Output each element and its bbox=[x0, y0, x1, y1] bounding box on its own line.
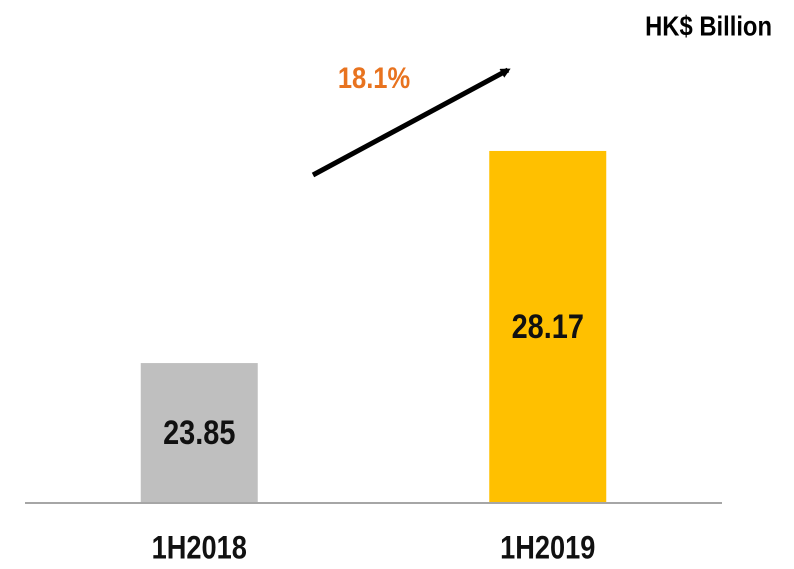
x-tick-label: 1H2019 bbox=[500, 530, 595, 566]
unit-label: HK$ Billion bbox=[645, 10, 772, 42]
bar bbox=[140, 363, 258, 503]
growth-annotation: 18.1% bbox=[338, 61, 411, 94]
x-tick-label: 1H2018 bbox=[152, 530, 247, 566]
growth-arrow bbox=[311, 67, 511, 178]
bar bbox=[489, 150, 607, 503]
data-label: 28.17 bbox=[512, 307, 584, 346]
data-label: 23.85 bbox=[163, 413, 235, 452]
